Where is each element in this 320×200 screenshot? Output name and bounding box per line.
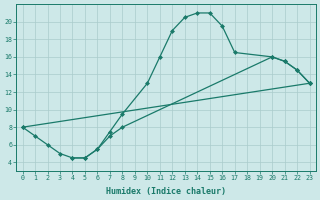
X-axis label: Humidex (Indice chaleur): Humidex (Indice chaleur): [106, 187, 226, 196]
